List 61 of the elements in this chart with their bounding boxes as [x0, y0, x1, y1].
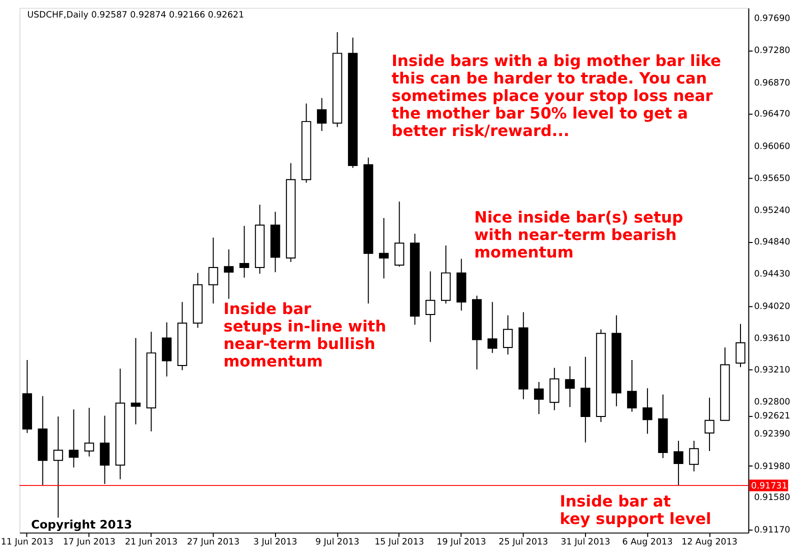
candlestick [53, 416, 64, 518]
candlestick [100, 415, 110, 484]
candlestick [565, 366, 575, 408]
x-tick-label: 31 Jul 2013 [560, 538, 610, 548]
annotation: Nice inside bar(s) setup with near-term bearish momentum [474, 208, 684, 262]
y-tick-label: 0.91980 [754, 462, 790, 472]
x-tick-label: 15 Jul 2013 [374, 538, 424, 548]
candlestick [162, 322, 172, 377]
candlestick [378, 218, 389, 279]
chart-title: USDCHF,Daily 0.92587 0.92874 0.92166 0.92621 [27, 10, 244, 21]
y-tick-label: 0.92390 [754, 430, 790, 440]
candlestick [704, 397, 714, 452]
y-tick-label: 0.92800 [754, 397, 790, 408]
candlestick [550, 367, 560, 411]
y-tick-label: 0.91580 [754, 493, 790, 504]
candlestick [394, 201, 404, 268]
ref-line-label: 0.91731 [751, 481, 788, 492]
candlestick [642, 388, 652, 434]
y-tick-label: 0.95650 [754, 174, 790, 184]
candlestick [503, 314, 513, 355]
annotation: Inside bar setups in-line with near-term bullish momentum [224, 300, 386, 370]
candlestick [426, 270, 436, 342]
candlestick [239, 225, 250, 278]
x-tick-label: 21 Jun 2013 [124, 538, 178, 548]
candlestick [674, 440, 684, 486]
y-tick-label: 0.97280 [754, 46, 790, 56]
annotation: Inside bars with a big mother bar like this can be harder to trade. You can sometimes place your stop loss near the mother bar 50% level to get a better risk/reward... [392, 52, 722, 140]
y-tick-label: 0.92621 [754, 412, 790, 422]
candlestick [68, 408, 79, 468]
x-tick-label: 11 Jun 2013 [0, 538, 54, 548]
candlestick [84, 407, 94, 457]
x-tick-label: 17 Jun 2013 [62, 538, 116, 548]
y-tick-label: 0.96870 [754, 78, 790, 88]
y-tick-label: 0.94020 [754, 302, 790, 312]
annotation: Copyright 2013 [31, 518, 132, 532]
y-tick-label: 0.96470 [754, 110, 790, 120]
y-tick-label: 0.91170 [754, 525, 790, 536]
candlestick [208, 237, 218, 304]
x-tick-label: 6 Aug 2013 [622, 538, 673, 548]
candlestick [130, 338, 141, 425]
candlestick [316, 98, 327, 132]
candlestick [488, 301, 498, 354]
candlestick [224, 248, 234, 300]
candlestick [534, 381, 544, 415]
candlestick [627, 360, 637, 412]
candlestick [736, 323, 746, 368]
x-tick-label: 25 Jul 2013 [498, 538, 548, 548]
annotation: Inside bar at key support level [560, 492, 712, 528]
x-tick-label: 9 Jul 2013 [315, 538, 360, 548]
y-tick-label: 0.95240 [754, 206, 790, 216]
y-tick-label: 0.93210 [754, 365, 790, 376]
y-tick-label: 0.93610 [754, 334, 790, 344]
x-tick-label: 12 Aug 2013 [682, 538, 738, 548]
y-tick-label: 0.94430 [754, 270, 790, 280]
x-tick-label: 27 Jun 2013 [186, 538, 240, 548]
candlestick [689, 440, 699, 472]
y-tick-label: 0.94840 [754, 237, 790, 248]
y-tick-label: 0.96060 [754, 142, 790, 152]
x-tick-label: 19 Jul 2013 [436, 538, 486, 548]
x-tick-label: 3 Jul 2013 [253, 538, 298, 548]
y-tick-label: 0.97690 [754, 14, 790, 24]
